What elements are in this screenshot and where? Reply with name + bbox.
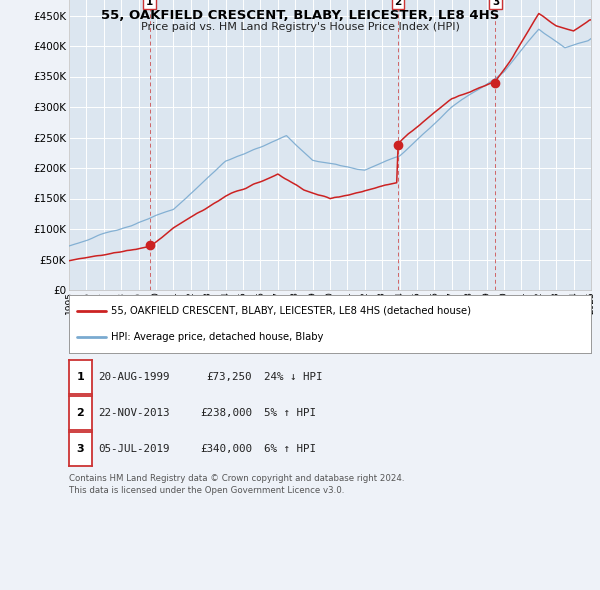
Text: Contains HM Land Registry data © Crown copyright and database right 2024.: Contains HM Land Registry data © Crown c… [69,474,404,483]
Text: £238,000: £238,000 [200,408,252,418]
Text: 6% ↑ HPI: 6% ↑ HPI [264,444,316,454]
Text: 3: 3 [492,0,499,6]
Text: 22-NOV-2013: 22-NOV-2013 [98,408,169,418]
Text: 3: 3 [77,444,84,454]
Text: 20-AUG-1999: 20-AUG-1999 [98,372,169,382]
Text: 2: 2 [394,0,401,6]
Text: £73,250: £73,250 [206,372,252,382]
Text: 1: 1 [77,372,84,382]
Text: 55, OAKFIELD CRESCENT, BLABY, LEICESTER, LE8 4HS: 55, OAKFIELD CRESCENT, BLABY, LEICESTER,… [101,9,499,22]
Text: 5% ↑ HPI: 5% ↑ HPI [264,408,316,418]
Text: £340,000: £340,000 [200,444,252,454]
Text: 1: 1 [146,0,154,6]
Text: HPI: Average price, detached house, Blaby: HPI: Average price, detached house, Blab… [111,332,323,342]
Text: 55, OAKFIELD CRESCENT, BLABY, LEICESTER, LE8 4HS (detached house): 55, OAKFIELD CRESCENT, BLABY, LEICESTER,… [111,306,471,316]
Text: This data is licensed under the Open Government Licence v3.0.: This data is licensed under the Open Gov… [69,486,344,495]
Text: 2: 2 [77,408,84,418]
Text: 05-JUL-2019: 05-JUL-2019 [98,444,169,454]
Text: 24% ↓ HPI: 24% ↓ HPI [264,372,323,382]
Text: Price paid vs. HM Land Registry's House Price Index (HPI): Price paid vs. HM Land Registry's House … [140,22,460,32]
